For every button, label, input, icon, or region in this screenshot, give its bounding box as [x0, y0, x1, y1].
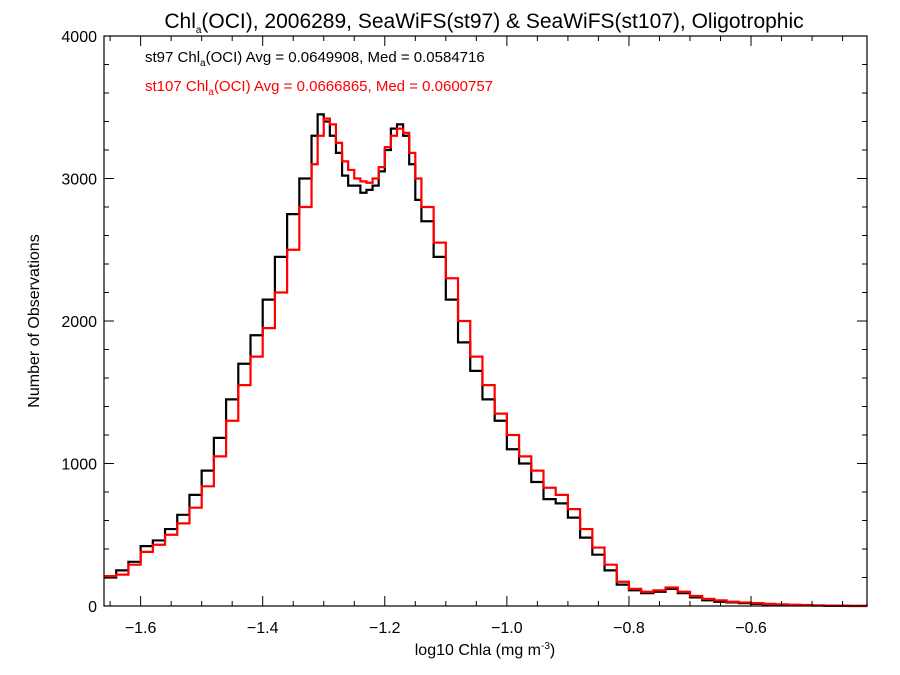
chart-title: Chla(OCI), 2006289, SeaWiFS(st97) & SeaW… — [164, 10, 803, 36]
plot-frame — [103, 35, 868, 607]
x-tick-label: −1.6 — [125, 620, 157, 637]
x-axis-label: log10 Chla (mg m-3) — [415, 641, 556, 659]
y-tick-label: 0 — [88, 599, 97, 616]
x-tick-label: −0.6 — [735, 620, 767, 637]
x-tick-label: −0.8 — [613, 620, 645, 637]
y-tick-label: 3000 — [61, 172, 97, 189]
series-line-st97 — [104, 113, 867, 608]
x-tick-label: −1.0 — [491, 620, 523, 637]
ticks-layer: −1.6 −1.4 −1.2 −1.0 −0.8 −0.6 0 1000 2000 3000 400… — [61, 29, 867, 637]
x-tick-label: −1.4 — [247, 620, 279, 637]
y-axis-label: Number of Observations — [26, 234, 43, 407]
legend-entry-st97: st97 Chla(OCI) Avg = 0.0649908, Med = 0.… — [145, 49, 485, 69]
series-layer — [104, 113, 869, 608]
legend: st97 Chla(OCI) Avg = 0.0649908, Med = 0.… — [145, 49, 493, 98]
legend-entry-st107: st107 Chla(OCI) Avg = 0.0666865, Med = 0… — [145, 78, 493, 98]
series-line-st107 — [104, 117, 869, 607]
y-tick-label: 1000 — [61, 457, 97, 474]
y-tick-label: 2000 — [61, 314, 97, 331]
y-tick-label: 4000 — [61, 29, 97, 46]
x-tick-label: −1.2 — [369, 620, 401, 637]
